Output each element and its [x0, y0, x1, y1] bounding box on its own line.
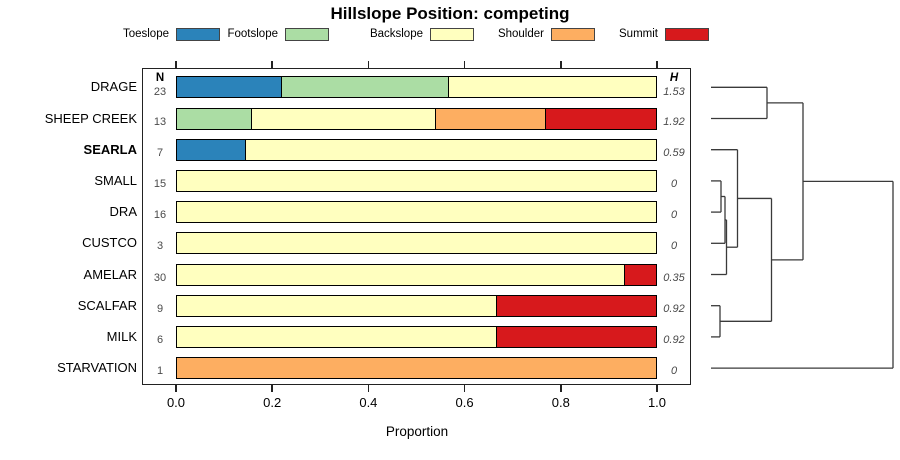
h-value: 0	[670, 209, 678, 222]
bar-segment-shoulder	[177, 358, 656, 379]
x-axis-tick-bottom	[656, 385, 658, 392]
n-value: 6	[156, 333, 164, 346]
bar-segment-backslope	[177, 326, 497, 347]
h-header: H	[669, 72, 679, 85]
x-axis-tick-top	[367, 61, 370, 68]
n-value: 1	[156, 365, 164, 378]
h-value: 0.92	[663, 302, 685, 315]
legend-label: Toeslope	[122, 28, 169, 40]
bar-segment-backslope	[250, 108, 435, 129]
x-axis-tick-label: 0.4	[359, 395, 378, 410]
n-value: 15	[153, 177, 167, 190]
row-label: CUSTCO	[82, 235, 137, 251]
bar-segment-toeslope	[177, 139, 246, 160]
x-axis-tick-label: 0.8	[551, 395, 570, 410]
row-label: SHEEP CREEK	[44, 110, 137, 126]
bar-segment-footslope	[177, 108, 251, 129]
row-label: MILK	[106, 328, 137, 344]
stacked-bar	[176, 169, 657, 192]
h-value: 0	[670, 365, 678, 378]
n-header: N	[155, 72, 165, 85]
n-value: 30	[153, 271, 167, 284]
x-axis-tick-label: 0.2	[263, 395, 282, 410]
h-value: 0.35	[663, 271, 685, 284]
stacked-bar	[176, 263, 657, 286]
legend-label: Footslope	[227, 28, 278, 40]
row-label: DRAGE	[90, 79, 137, 95]
n-value: 13	[153, 115, 167, 128]
bar-segment-summit	[496, 326, 656, 347]
legend-label: Shoulder	[497, 28, 544, 40]
plot-border	[142, 68, 691, 385]
stacked-bar	[176, 138, 657, 161]
x-axis-tick-bottom	[271, 385, 273, 392]
x-axis-tick-bottom	[175, 385, 177, 392]
x-axis-tick-top	[463, 61, 466, 68]
n-value: 16	[153, 209, 167, 222]
legend-swatch	[430, 28, 474, 41]
n-value: 9	[156, 302, 164, 315]
x-axis-tick-top	[560, 61, 562, 68]
x-axis-tick-bottom	[560, 385, 562, 392]
h-value: 0	[670, 240, 678, 253]
x-axis-tick-top	[271, 61, 273, 68]
row-label: DRA	[109, 204, 137, 220]
bar-segment-backslope	[447, 77, 656, 98]
legend-label: Summit	[619, 28, 658, 40]
h-value: 0.92	[663, 333, 685, 346]
stacked-bar	[176, 107, 657, 130]
row-label: AMELAR	[83, 266, 137, 282]
bar-segment-backslope	[177, 202, 656, 223]
x-axis-tick-top	[175, 61, 177, 68]
x-axis-tick-label: 0.6	[455, 395, 474, 410]
dendrogram	[711, 86, 894, 369]
stacked-bar	[176, 357, 657, 380]
x-axis-label: Proportion	[385, 424, 449, 439]
h-value: 0.59	[663, 146, 685, 159]
n-value: 7	[156, 146, 164, 159]
bar-segment-backslope	[177, 170, 656, 191]
x-axis-tick-label: 1.0	[647, 395, 667, 410]
row-label: SMALL	[94, 172, 137, 188]
stacked-bar	[176, 201, 657, 224]
bar-segment-shoulder	[434, 108, 546, 129]
stacked-bar	[176, 294, 657, 317]
legend-swatch	[176, 28, 220, 41]
stacked-bar	[176, 232, 657, 255]
x-axis-tick-label: 0.0	[166, 395, 186, 410]
bar-segment-toeslope	[177, 77, 281, 98]
bar-segment-backslope	[245, 139, 656, 160]
n-value: 3	[156, 240, 164, 253]
bar-segment-backslope	[177, 295, 497, 316]
legend-swatch	[551, 28, 595, 41]
stacked-bar	[176, 325, 657, 348]
legend-swatch	[665, 28, 709, 41]
bar-segment-summit	[496, 295, 656, 316]
bar-segment-summit	[545, 108, 656, 129]
h-value: 1.53	[663, 86, 685, 99]
x-axis-tick-top	[656, 61, 658, 68]
h-value: 0	[670, 177, 678, 190]
row-label: SCALFAR	[77, 297, 137, 313]
chart-title: Hillslope Position: competing	[330, 4, 570, 23]
legend-label: Backslope	[369, 28, 423, 40]
bar-segment-summit	[623, 264, 656, 285]
stacked-bar	[176, 76, 657, 99]
row-label: SEARLA	[83, 141, 137, 157]
row-label: STARVATION	[57, 360, 137, 376]
n-value: 23	[153, 86, 167, 99]
bar-segment-backslope	[177, 233, 656, 254]
x-axis-tick-bottom	[367, 385, 370, 392]
h-value: 1.92	[663, 115, 685, 128]
bar-segment-footslope	[280, 77, 448, 98]
bar-segment-backslope	[177, 264, 624, 285]
x-axis-tick-bottom	[463, 385, 466, 392]
legend-swatch	[285, 28, 329, 41]
